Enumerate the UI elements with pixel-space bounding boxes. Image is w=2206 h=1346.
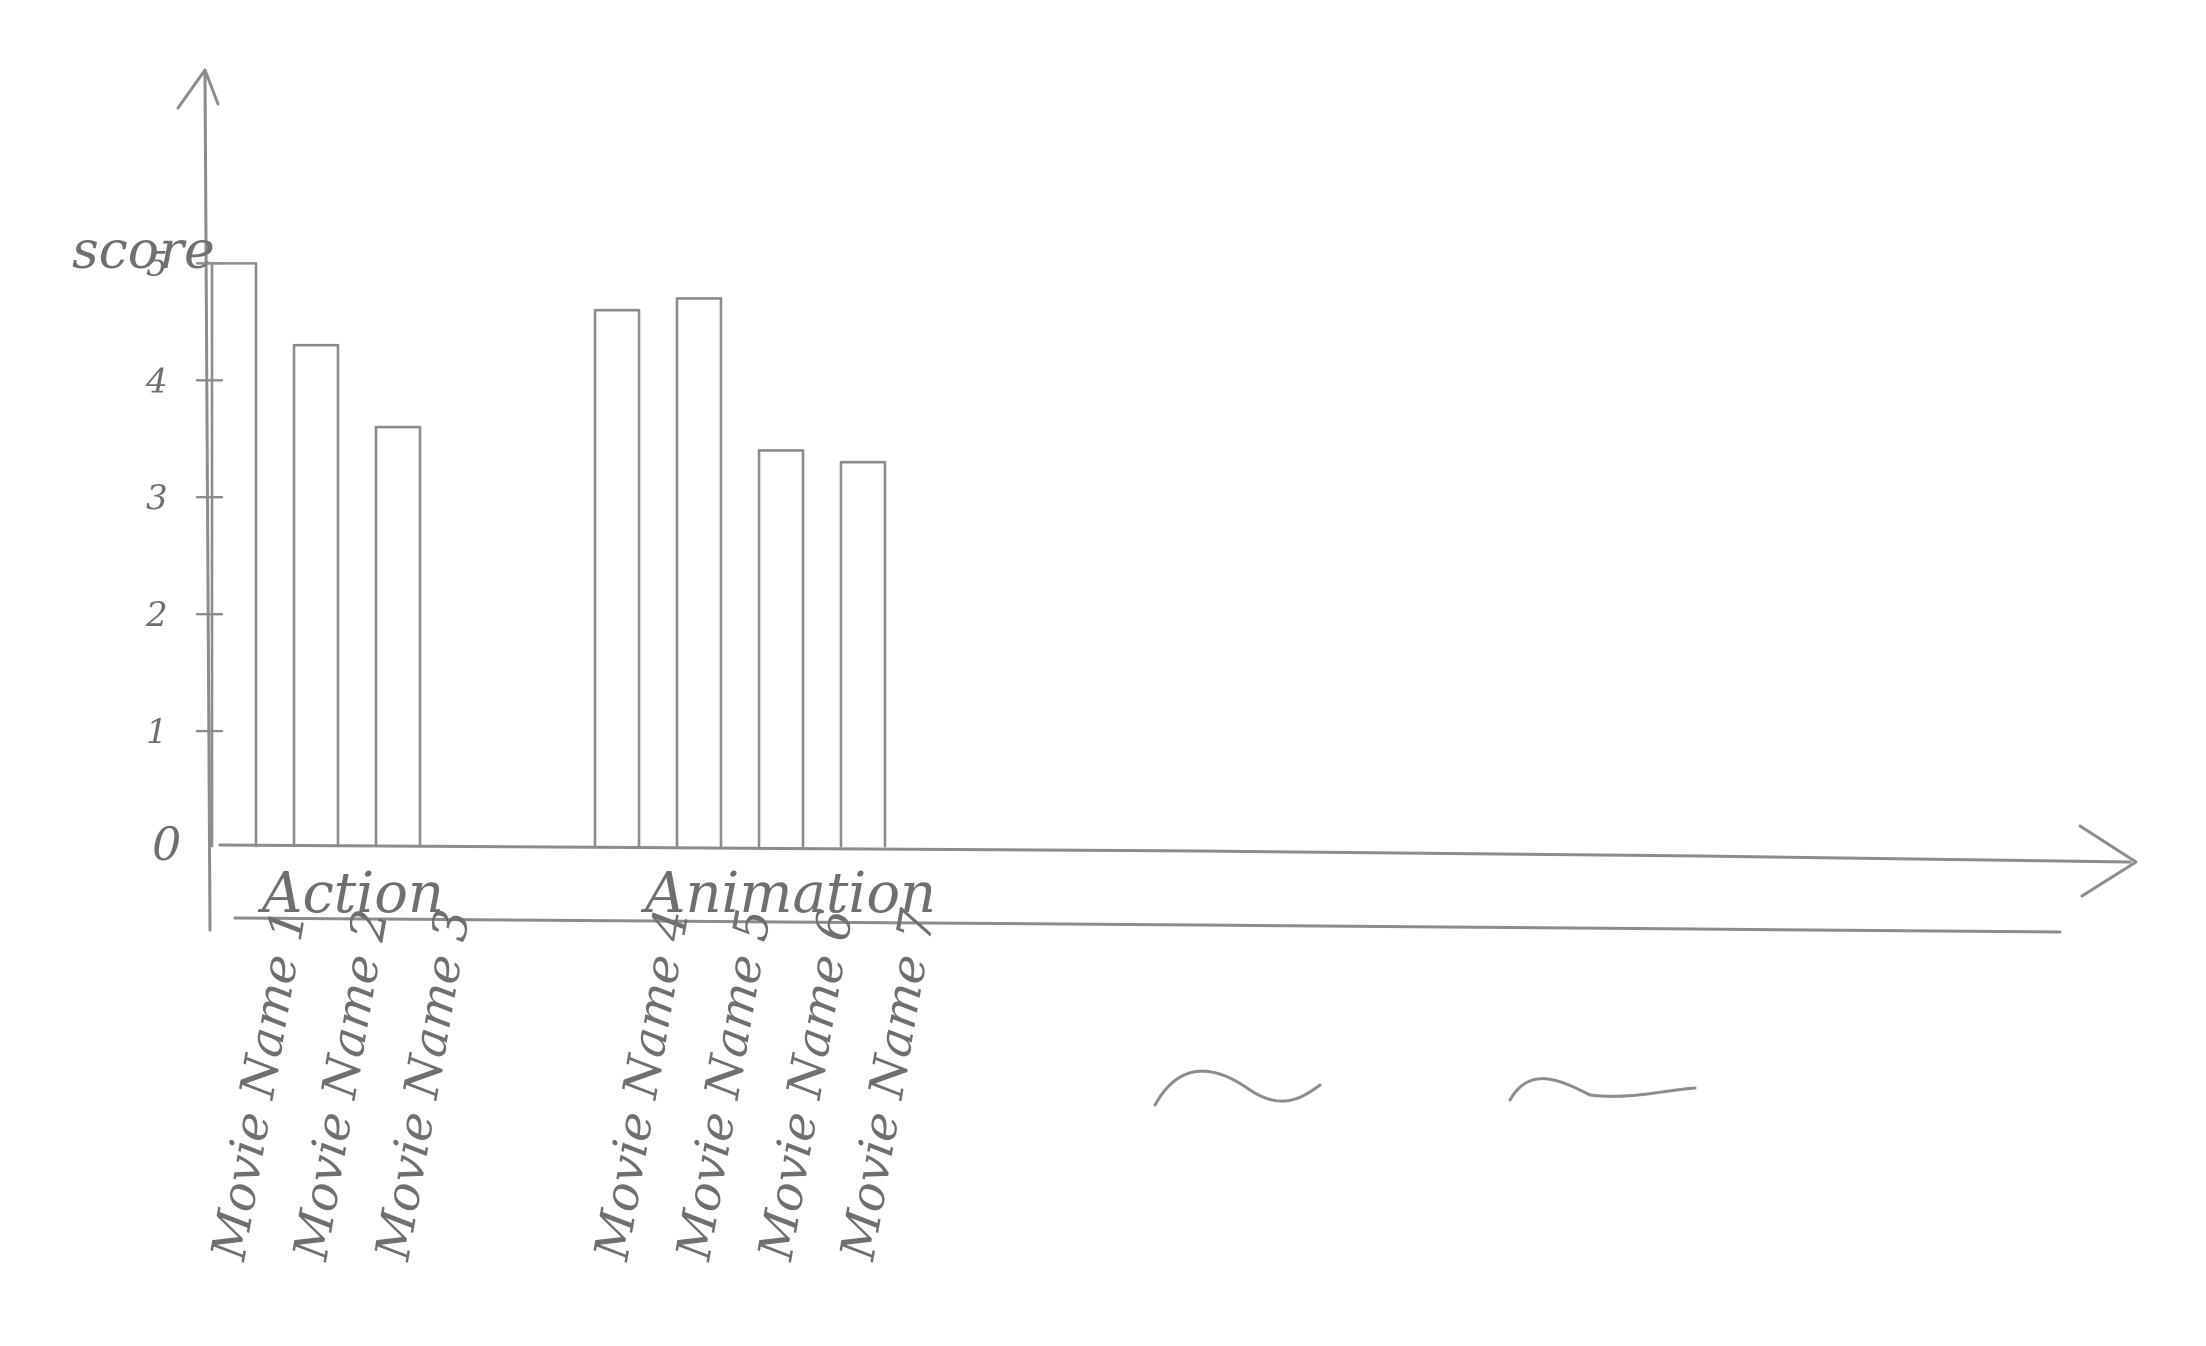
y-tick-label: 3: [146, 478, 168, 518]
group-label: Animation: [640, 861, 936, 926]
bar: [675, 297, 723, 848]
bar: [210, 262, 258, 848]
trailing-squiggle-2: [1508, 1077, 1697, 1102]
bar: [757, 449, 805, 848]
y-tick-label: 4: [145, 361, 168, 401]
bars: [210, 262, 887, 848]
x-axis: [218, 843, 2132, 864]
y-axis: [203, 70, 212, 932]
y-tick-label: 2: [145, 595, 168, 635]
y-axis-label: score: [72, 221, 215, 281]
y-tick-label: 5: [146, 244, 168, 284]
y-ticks: 0 1 2 3 4 5: [145, 244, 224, 871]
group-baseline: [233, 916, 2062, 934]
group-label: Action: [257, 861, 444, 926]
bar: [374, 425, 422, 848]
y-tick-label: 1: [146, 712, 168, 752]
trailing-squiggle-1: [1153, 1069, 1322, 1107]
group-labels: Action Animation: [257, 861, 936, 926]
bar: [839, 460, 887, 848]
bar: [292, 343, 340, 848]
bar: [593, 308, 641, 848]
x-axis-arrow: [2078, 824, 2138, 898]
y-axis-arrow: [176, 68, 220, 110]
y-tick-label: 0: [152, 817, 181, 871]
